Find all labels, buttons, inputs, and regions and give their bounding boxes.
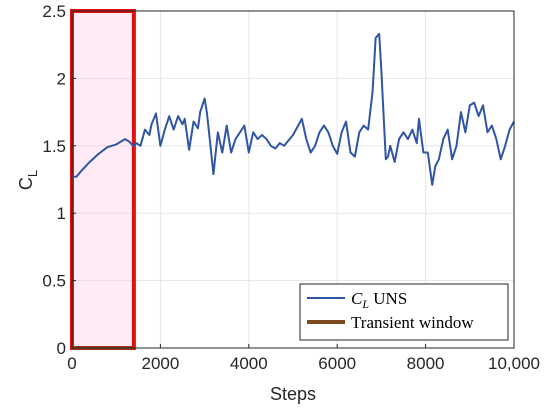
y-tick-label: 2 (57, 69, 66, 88)
x-axis-ticks: 0 2000 4000 6000 8000 10,000 (67, 344, 540, 373)
y-axis-label: CL (16, 170, 40, 190)
x-tick-label: 8000 (407, 354, 445, 373)
legend: CL UNS Transient window (299, 283, 509, 341)
y-tick-label: 2.5 (42, 2, 66, 21)
plot-border (71, 10, 515, 349)
y-tick-label: 0 (57, 339, 66, 358)
cl-uns-series-line (72, 32, 515, 186)
grid (71, 10, 515, 349)
x-tick-label: 6000 (318, 354, 356, 373)
y-axis-ticks: 0 0.5 1 1.5 2 2.5 (42, 2, 76, 358)
x-tick-label: 0 (67, 354, 76, 373)
legend-entry-cl-uns: CL UNS (351, 289, 407, 311)
legend-entry-transient-window: Transient window (351, 313, 474, 332)
y-tick-label: 0.5 (42, 272, 66, 291)
x-axis-label: Steps (270, 384, 316, 404)
x-tick-label: 2000 (141, 354, 179, 373)
y-tick-label: 1.5 (42, 137, 66, 156)
y-axis-label-subscript: L (25, 170, 40, 177)
legend-box (299, 283, 509, 341)
x-tick-label: 4000 (230, 354, 268, 373)
y-tick-label: 1 (57, 204, 66, 223)
x-tick-label: 10,000 (488, 354, 540, 373)
transient-window-rect (70, 9, 136, 350)
